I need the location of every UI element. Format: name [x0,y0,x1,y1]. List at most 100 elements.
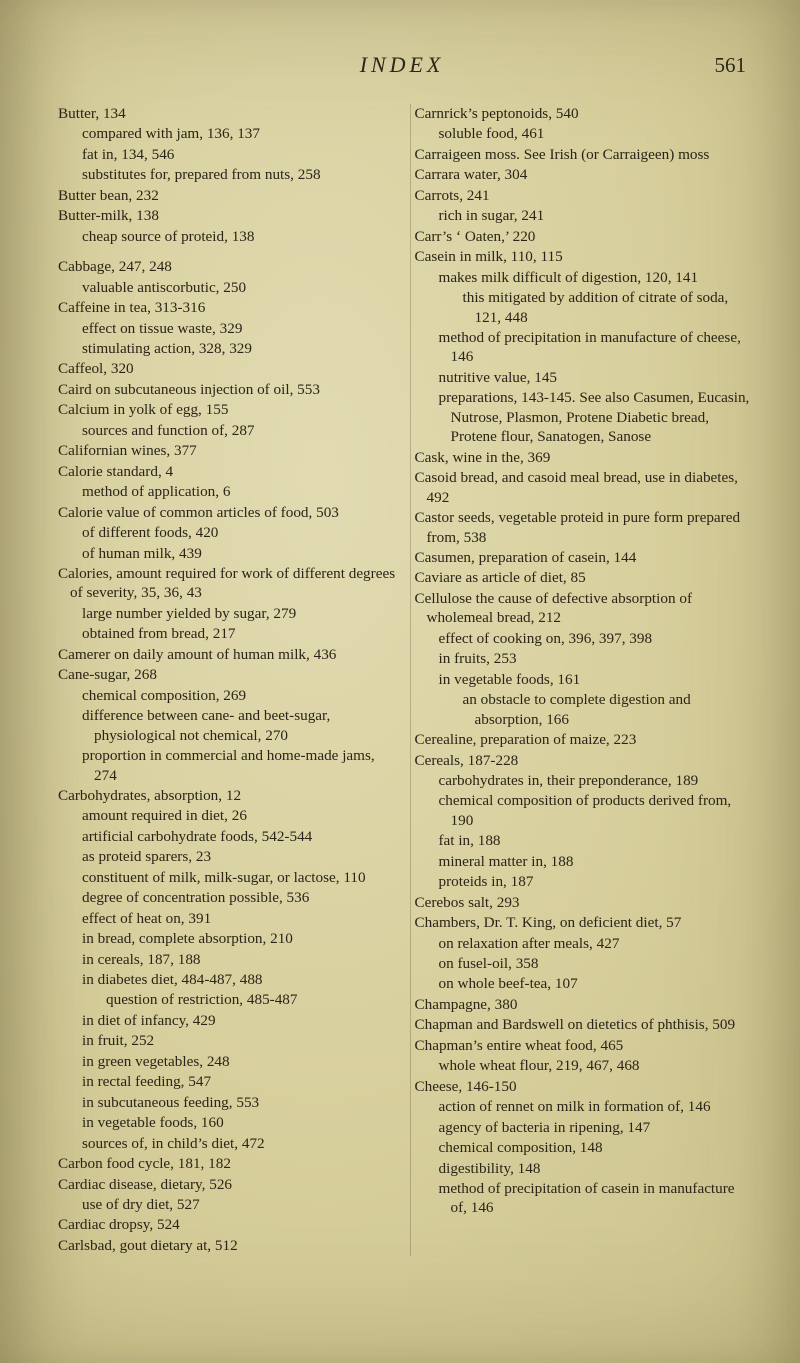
index-entry: in diet of infancy, 429 [58,1011,396,1030]
index-entry: chemical composition, 269 [58,686,396,705]
index-entry: Calorie value of common articles of food… [70,503,396,522]
index-entry: on whole beef-tea, 107 [415,974,753,993]
index-entry: of human milk, 439 [58,544,396,563]
index-entry: Casumen, preparation of casein, 144 [427,548,753,567]
index-entry: in diabetes diet, 484-487, 488 [58,970,396,989]
index-entry: in vegetable foods, 160 [58,1113,396,1132]
index-entry: Caird on subcutaneous injection of oil, … [70,380,396,399]
index-entry: effect on tissue waste, 329 [58,319,396,338]
index-entry: Caffeol, 320 [70,359,396,378]
index-entry: obtained from bread, 217 [58,624,396,643]
index-entry: Chapman’s entire wheat food, 465 [427,1036,753,1055]
index-entry: soluble food, 461 [415,124,753,143]
index-entry: artificial carbohydrate foods, 542-544 [58,827,396,846]
index-entry: fat in, 188 [415,831,753,850]
index-entry: Cabbage, 247, 248 [70,257,396,276]
index-entry: large number yielded by sugar, 279 [58,604,396,623]
index-entry: Calcium in yolk of egg, 155 [70,400,396,419]
index-entry: Caffeine in tea, 313-316 [70,298,396,317]
index-entry: in subcutaneous feeding, 553 [58,1093,396,1112]
index-entry: Carrots, 241 [427,186,753,205]
index-entry: preparations, 143-145. See also Casumen,… [415,388,753,446]
index-entry: Carr’s ‘ Oaten,’ 220 [427,227,753,246]
index-entry: cheap source of proteid, 138 [58,227,396,246]
blank-line [58,247,396,257]
index-entry: Castor seeds, vegetable proteid in pure … [427,508,753,547]
page-number: 561 [512,53,746,78]
index-entry: in fruits, 253 [415,649,753,668]
index-entry: mineral matter in, 188 [415,852,753,871]
index-entry: proteids in, 187 [415,872,753,891]
index-entry: sources and function of, 287 [58,421,396,440]
index-entry: Californian wines, 377 [70,441,396,460]
index-entry: Cardiac dropsy, 524 [70,1215,396,1234]
index-entry: Cane-sugar, 268 [70,665,396,684]
index-entry: rich in sugar, 241 [415,206,753,225]
index-entry: method of precipitation of casein in man… [415,1179,753,1218]
index-entry: nutritive value, 145 [415,368,753,387]
index-entry: action of rennet on milk in formation of… [415,1097,753,1116]
index-entry: in green vegetables, 248 [58,1052,396,1071]
index-entry: agency of bacteria in ripening, 147 [415,1118,753,1137]
index-columns: Butter, 134compared with jam, 136, 137 fa… [58,104,752,1256]
index-entry: constituent of milk, milk-sugar, or lact… [58,868,396,887]
index-entry: Butter bean, 232 [70,186,396,205]
index-entry: Cheese, 146-150 [427,1077,753,1096]
index-entry: chemical composition of products derived… [415,791,753,830]
index-entry: in bread, complete absorption, 210 [58,929,396,948]
index-entry: Butter-milk, 138 [70,206,396,225]
index-entry: Carraigeen moss. See Irish (or Carraigee… [427,145,753,164]
index-entry: on relaxation after meals, 427 [415,934,753,953]
index-entry: makes milk difficult of digestion, 120, … [415,268,753,287]
index-entry: difference between cane- and beet-sugar,… [58,706,396,745]
index-entry: Carrara water, 304 [427,165,753,184]
index-entry: Casein in milk, 110, 115 [427,247,753,266]
index-entry: Caviare as article of diet, 85 [427,568,753,587]
index-entry: as proteid sparers, 23 [58,847,396,866]
index-entry: Chapman and Bardswell on dietetics of ph… [427,1015,753,1034]
index-column-left: Butter, 134compared with jam, 136, 137fa… [58,104,400,1256]
index-entry: on fusel-oil, 358 [415,954,753,973]
index-entry: in fruit, 252 [58,1031,396,1050]
index-entry: method of application, 6 [58,482,396,501]
index-entry: Butter, 134 [70,104,396,123]
index-entry: digestibility, 148 [415,1159,753,1178]
index-entry: Cask, wine in the, 369 [427,448,753,467]
index-entry: Casoid bread, and casoid meal bread, use… [427,468,753,507]
index-entry: Camerer on daily amount of human milk, 4… [70,645,396,664]
index-entry: in rectal feeding, 547 [58,1072,396,1091]
index-entry: of different foods, 420 [58,523,396,542]
index-entry: method of precipitation in manufacture o… [415,328,753,367]
index-entry: question of restriction, 485-487 [58,990,396,1009]
index-entry: Calorie standard, 4 [70,462,396,481]
index-entry: Carbon food cycle, 181, 182 [70,1154,396,1173]
index-entry: an obstacle to complete digestion and ab… [415,690,753,729]
index-entry: chemical composition, 148 [415,1138,753,1157]
running-title: INDEX [292,52,512,78]
index-entry: this mitigated by addition of citrate of… [415,288,753,327]
index-entry: effect of heat on, 391 [58,909,396,928]
index-entry: amount required in diet, 26 [58,806,396,825]
index-entry: sources of, in child’s diet, 472 [58,1134,396,1153]
index-column-right: Carnrick’s peptonoids, 540soluble food, … [410,104,753,1256]
index-entry: Cereals, 187-228 [427,751,753,770]
index-entry: in vegetable foods, 161 [415,670,753,689]
index-entry: proportion in commercial and home-made j… [58,746,396,785]
index-entry: Cardiac disease, dietary, 526 [70,1175,396,1194]
index-entry: compared with jam, 136, 137 [58,124,396,143]
index-entry: degree of concentration possible, 536 [58,888,396,907]
index-entry: stimulating action, 328, 329 [58,339,396,358]
index-entry: whole wheat flour, 219, 467, 468 [415,1056,753,1075]
index-entry: Cerebos salt, 293 [427,893,753,912]
index-entry: Cellulose the cause of defective absorpt… [427,589,753,628]
index-entry: Carlsbad, gout dietary at, 512 [70,1236,396,1255]
index-entry: Carbohydrates, absorption, 12 [70,786,396,805]
index-entry: Champagne, 380 [427,995,753,1014]
index-entry: substitutes for, prepared from nuts, 258 [58,165,396,184]
index-entry: Carnrick’s peptonoids, 540 [427,104,753,123]
index-page: INDEX 561 Butter, 134compared with jam, … [0,0,800,1363]
running-head: INDEX 561 [58,52,752,78]
index-entry: Chambers, Dr. T. King, on deficient diet… [427,913,753,932]
index-entry: effect of cooking on, 396, 397, 398 [415,629,753,648]
index-entry: carbohydrates in, their preponderance, 1… [415,771,753,790]
